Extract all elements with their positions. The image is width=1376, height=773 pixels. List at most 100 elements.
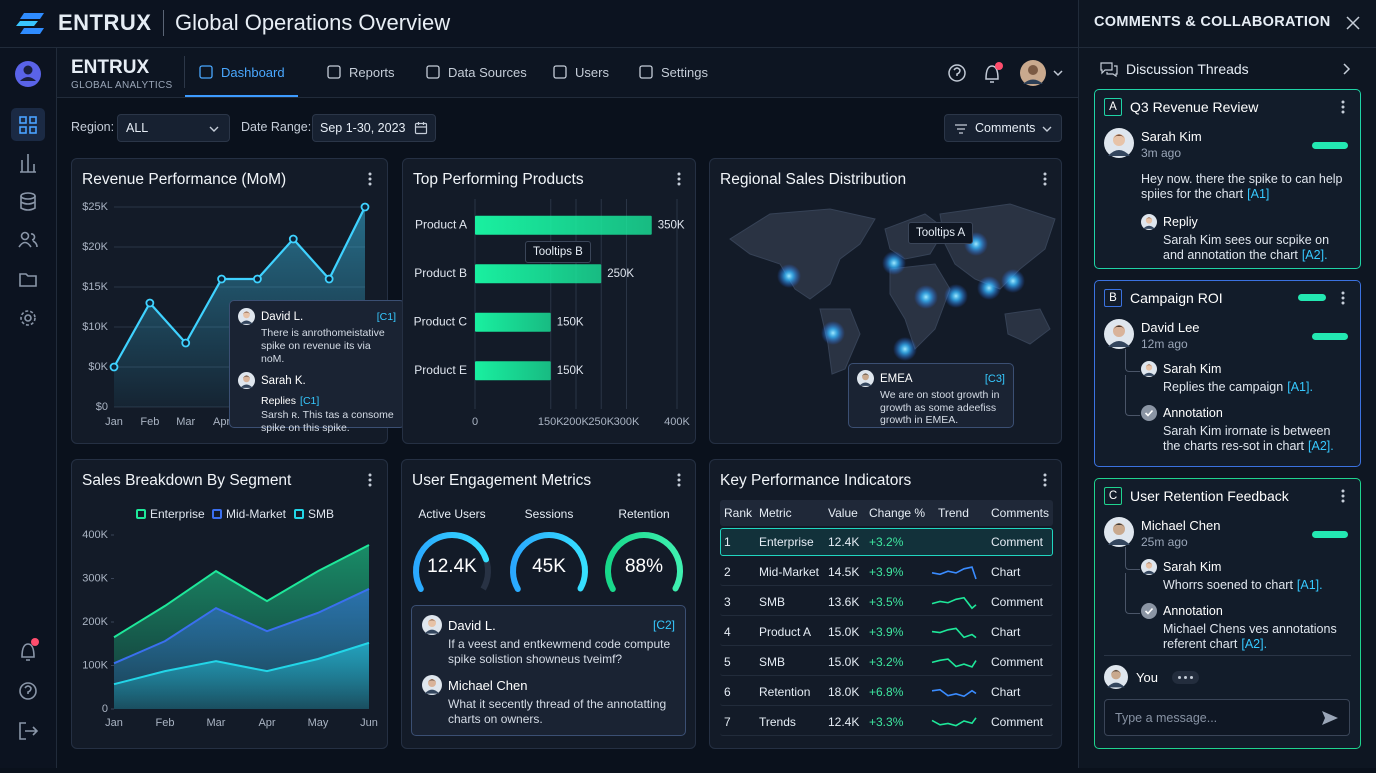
section-chevron[interactable] <box>1341 62 1353 76</box>
comments-button-label: Comments <box>975 121 1036 135</box>
y-tick-label: 0 <box>102 703 108 715</box>
filter-icon <box>955 124 967 134</box>
gauge-arc <box>510 532 588 592</box>
table-cell: 15.0K <box>828 655 860 669</box>
comment-author: David L. <box>261 310 304 323</box>
avatar-body <box>1108 341 1130 347</box>
table-row[interactable] <box>720 558 1053 586</box>
thread-connector <box>1125 547 1140 570</box>
table-row[interactable] <box>720 678 1053 706</box>
send-button[interactable] <box>1321 710 1339 726</box>
table-row[interactable] <box>720 708 1053 736</box>
date-picker[interactable]: Sep 1-30, 2023 <box>312 114 436 142</box>
thread-body: Sarah Kim 3m ago Hey now. there the spike … <box>1104 128 1344 263</box>
thread-text-body: Hey now. there the spike to can help spi… <box>1141 172 1343 201</box>
message-input[interactable]: Type a message... <box>1104 699 1350 736</box>
point <box>181 338 191 348</box>
tooltip: Tooltips B <box>525 241 591 263</box>
avatar-hair <box>1113 325 1125 330</box>
users-icon[interactable] <box>20 231 30 241</box>
avatar-body <box>1143 225 1155 229</box>
reply-ref: [A1]. <box>1296 578 1323 592</box>
reply-head: Repliy <box>1141 214 1344 230</box>
thread-ref: [A1] <box>1247 187 1270 201</box>
close-button[interactable] <box>1345 15 1361 31</box>
sparkline <box>931 688 977 698</box>
dashboard-icon[interactable] <box>19 116 37 134</box>
nav-item[interactable]: Data Sources <box>425 48 527 96</box>
menu-icon[interactable] <box>368 172 372 186</box>
thread-connector <box>1125 349 1140 372</box>
nav-active-underline <box>185 95 298 97</box>
annotation-check <box>1144 607 1154 615</box>
nav-item[interactable]: Reports <box>326 48 395 96</box>
menu-icon[interactable] <box>1043 473 1047 487</box>
metric-label: Sessions <box>525 507 574 521</box>
folder-icon[interactable] <box>19 273 37 287</box>
menu-icon[interactable] <box>1043 172 1047 186</box>
thread-author-row: Sarah Kim 3m ago <box>1104 128 1344 160</box>
popup-ref: [C3] <box>984 372 1005 385</box>
reply: Annotation Sarah Kim irornate is between … <box>1125 375 1344 454</box>
reply-label: Replies [C1] <box>261 395 396 407</box>
table-row[interactable] <box>720 588 1053 616</box>
x-tick-label: 250K <box>588 416 614 428</box>
thread-card[interactable]: C User Retention Feedback Michael Chen 25m … <box>1094 478 1361 749</box>
reply-author: Annotation <box>1163 604 1223 618</box>
menu-icon[interactable] <box>1341 291 1345 305</box>
comment-ref: [C1] <box>376 310 396 323</box>
annotation-icon-bg <box>1141 603 1157 619</box>
hotspot <box>1001 269 1025 293</box>
avatar-hair <box>428 619 436 623</box>
comments-button[interactable]: Comments <box>944 114 1062 142</box>
table-cell: 14.5K <box>828 565 860 579</box>
menu-icon[interactable] <box>677 172 681 186</box>
reply-text-body: Michael Chens ves annotations referent c… <box>1163 622 1337 651</box>
menu-icon[interactable] <box>1341 100 1345 114</box>
nav-icon <box>327 65 341 79</box>
reply-text-body: Sarah Kim irornate is between the charts… <box>1163 424 1331 453</box>
profile-chevron[interactable] <box>1053 70 1063 77</box>
nav-item[interactable]: Dashboard <box>185 48 298 97</box>
metric-label: Retention <box>618 507 669 521</box>
thread-card[interactable]: A Q3 Revenue Review Sarah Kim 3m ago Hey now… <box>1094 89 1361 269</box>
tooltip: Tooltips A <box>908 222 974 244</box>
menu-dot <box>368 483 372 487</box>
table-row[interactable] <box>720 618 1053 646</box>
comment-text: Sarsh ʀ. This tas a consome spike on thi… <box>261 409 394 434</box>
avatar-hair <box>1145 364 1153 367</box>
x-tick-label: 400K <box>664 416 690 428</box>
avatar-body <box>1108 150 1130 156</box>
settings-icon[interactable] <box>24 314 32 322</box>
reports-icon[interactable] <box>20 154 36 173</box>
menu-icon[interactable] <box>1341 489 1345 503</box>
data-icon[interactable] <box>20 196 36 211</box>
nav-item[interactable]: Settings <box>638 48 708 96</box>
settings-icon[interactable] <box>20 310 36 326</box>
table-row[interactable] <box>720 648 1053 676</box>
reply-text: Replies the campaign [A1]. <box>1163 380 1344 395</box>
help-icon[interactable] <box>19 682 37 700</box>
table-row[interactable] <box>720 528 1053 556</box>
avatar-head <box>862 373 869 381</box>
bell-icon[interactable] <box>985 65 999 83</box>
thread-card[interactable]: B Campaign ROI David Lee 12m ago Sarah Kim Re… <box>1094 280 1361 467</box>
nav-label: Reports <box>349 64 395 80</box>
region-select[interactable]: ALL <box>117 114 230 142</box>
hotspot <box>821 321 845 345</box>
more-button[interactable] <box>1171 670 1199 684</box>
hotspot <box>944 284 968 308</box>
menu-icon[interactable] <box>677 473 681 487</box>
bell-icon[interactable] <box>21 643 35 661</box>
users-icon[interactable] <box>18 233 38 248</box>
help-icon[interactable] <box>948 64 966 82</box>
menu-dot <box>677 478 681 482</box>
comment-entry: Sarah K. Replies [C1] Sarsh ʀ. This tas a c… <box>238 372 396 435</box>
bar <box>475 215 652 235</box>
menu-icon[interactable] <box>368 473 372 487</box>
logout-icon[interactable] <box>19 722 39 740</box>
nav-item[interactable]: Users <box>552 48 609 96</box>
data-icon[interactable] <box>20 192 36 200</box>
avatar-head <box>243 375 250 383</box>
